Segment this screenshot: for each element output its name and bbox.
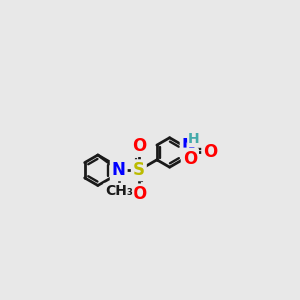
Text: CH₃: CH₃ [105,184,133,199]
Text: S: S [133,161,145,179]
Text: O: O [203,143,218,161]
Text: H: H [188,132,200,146]
Text: N: N [112,161,126,179]
Text: O: O [132,185,146,203]
Text: O: O [183,150,197,168]
Text: O: O [132,137,146,155]
Text: N: N [182,137,196,155]
